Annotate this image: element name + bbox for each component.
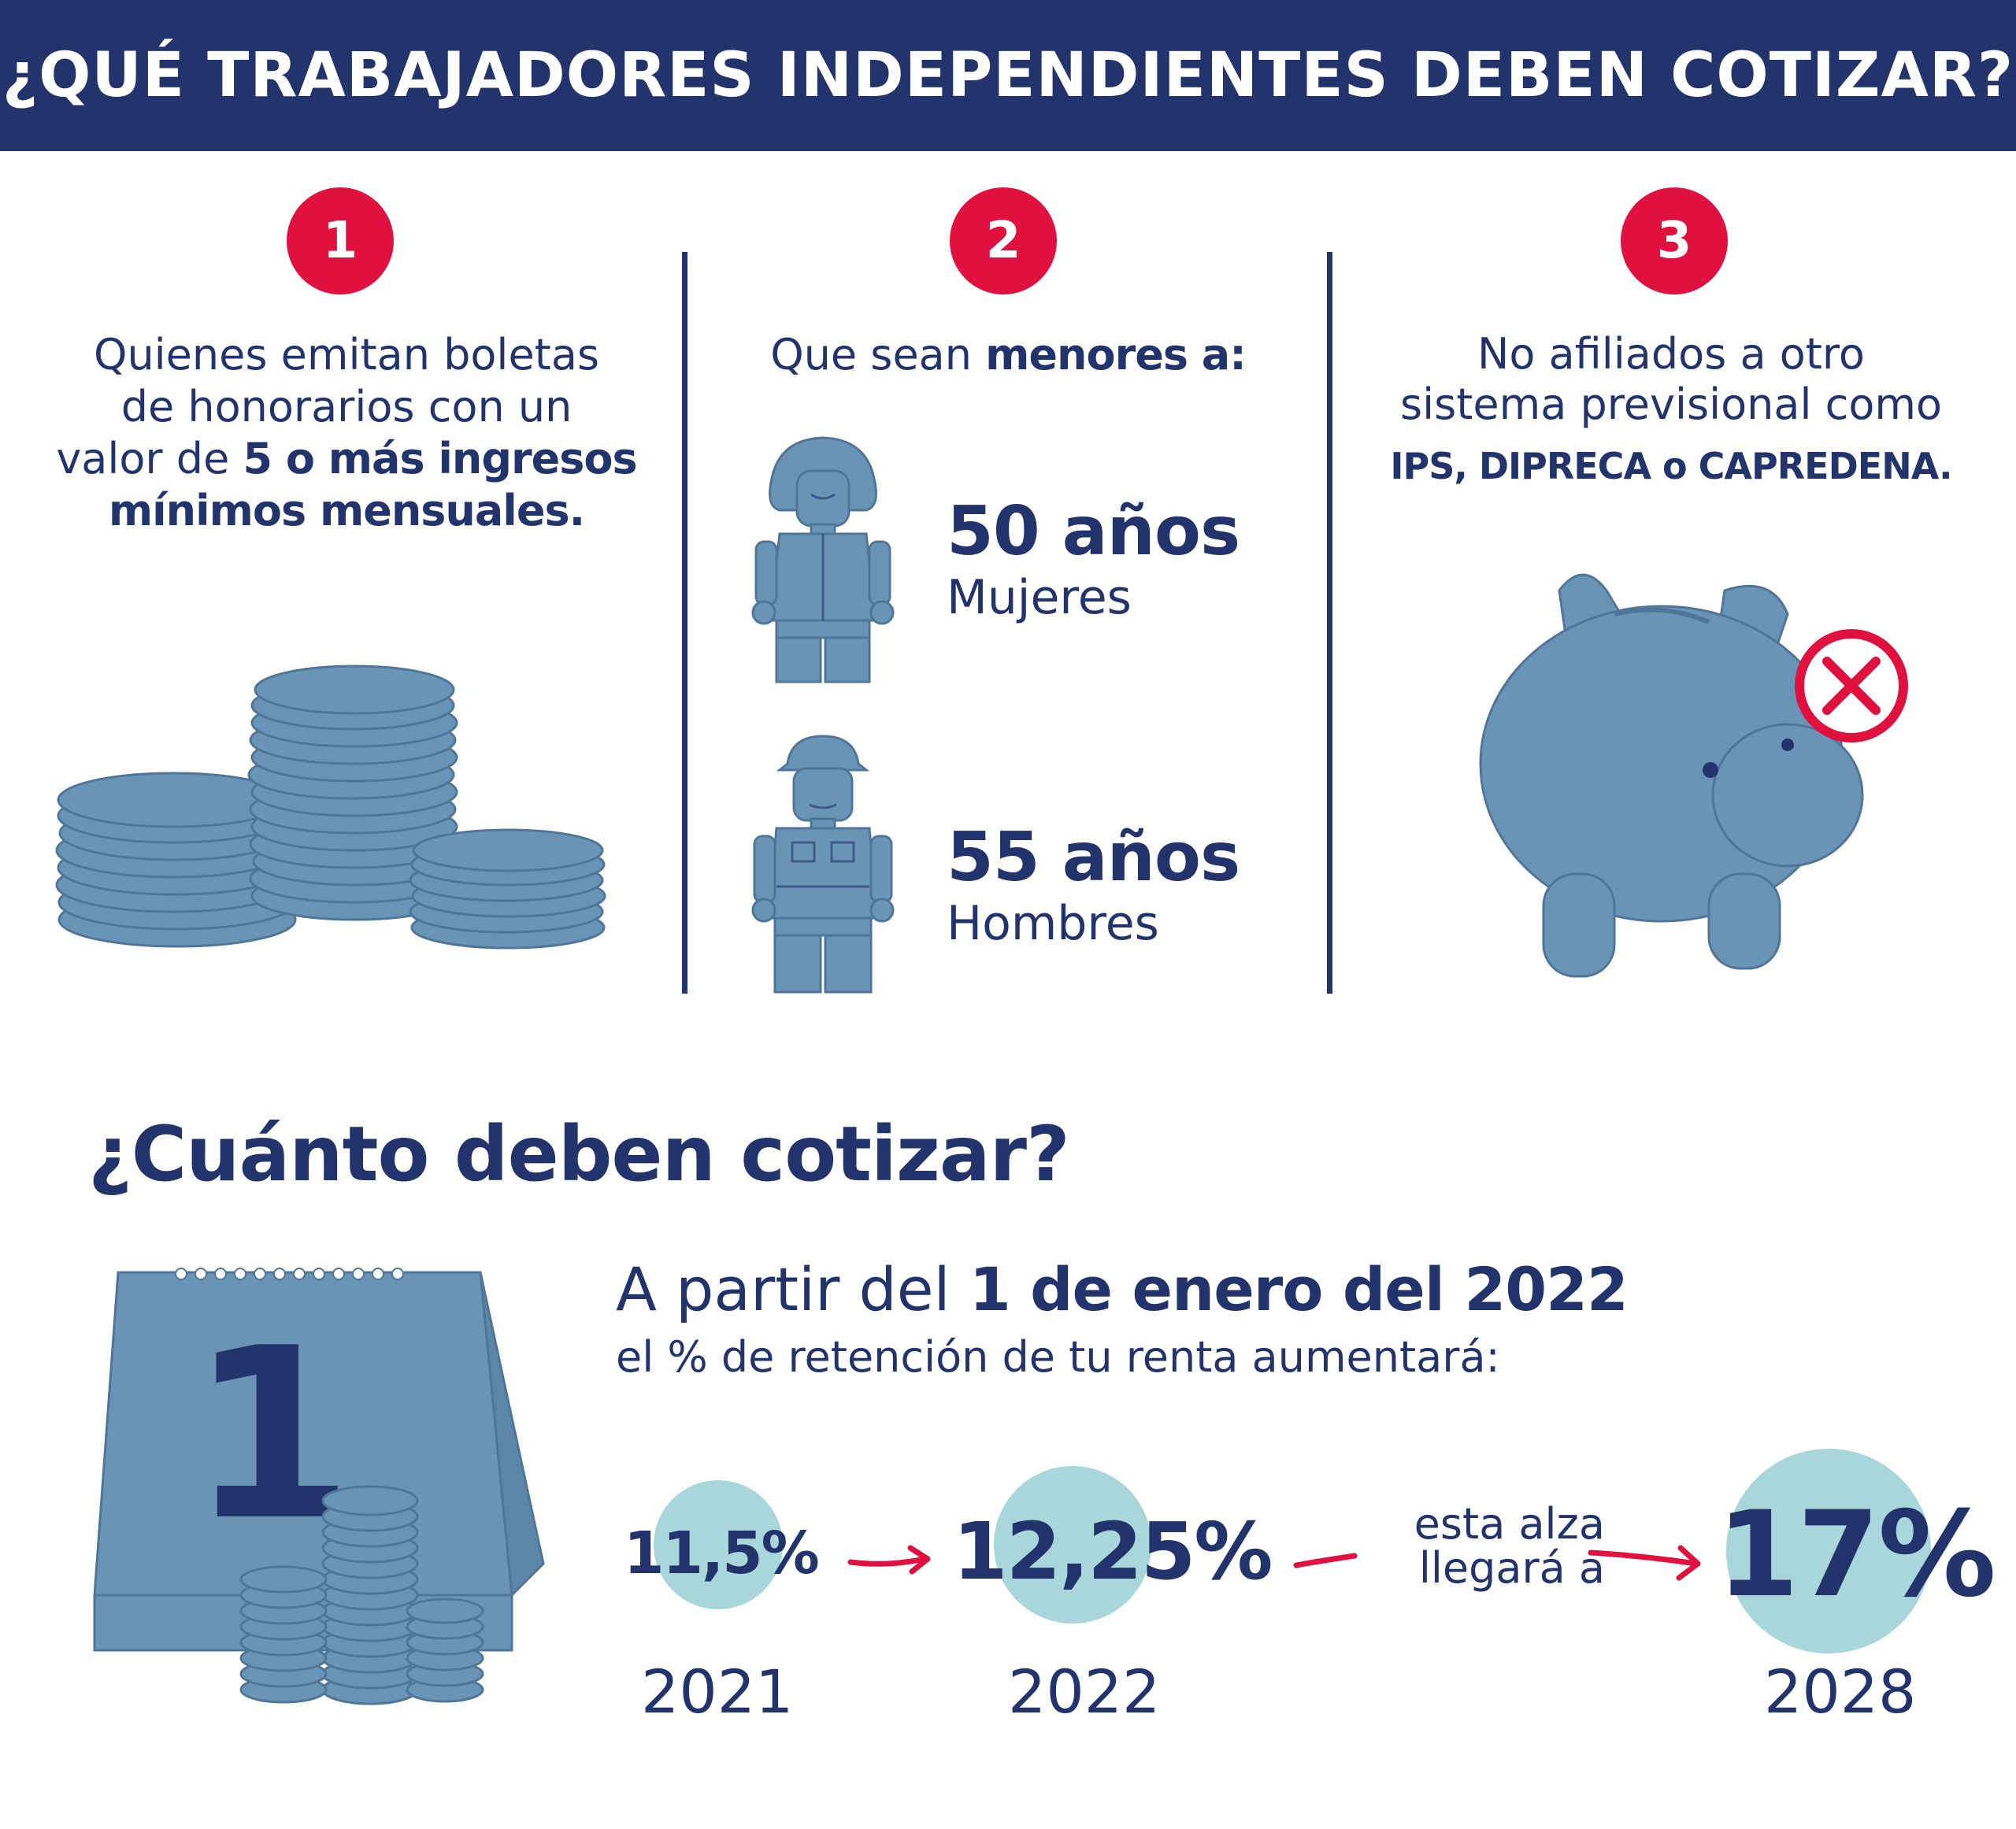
arrow-right-long-icon xyxy=(1588,1545,1701,1581)
column-1-line-3: valor de 5 o más ingresos xyxy=(32,433,662,485)
cross-mark-icon xyxy=(1795,629,1908,742)
year-2028: 2028 xyxy=(1764,1657,1917,1727)
column-3-line-2: sistema previsional como xyxy=(1399,379,1943,429)
column-3-line-1: No afiliados a otro xyxy=(1477,329,1865,379)
column-2-prefix: Que sean xyxy=(770,330,986,379)
column-2-bold: menores a: xyxy=(985,330,1247,379)
column-3-bold: IPS, DIPRECA o CAPREDENA. xyxy=(1390,445,1952,487)
increase-note-line-1: esta alza xyxy=(1414,1499,1605,1549)
increase-note: esta alza llegará a xyxy=(1369,1502,1605,1590)
column-1-bold-2: mínimos mensuales. xyxy=(108,486,585,535)
rate-2028-circle xyxy=(1726,1449,1931,1653)
column-3-text: No afiliados a otro sistema previsional … xyxy=(1348,329,1994,491)
age-women-value: 50 años xyxy=(947,492,1240,571)
coin-stacks-icon xyxy=(55,665,606,950)
badge-number-2: 2 xyxy=(950,187,1057,294)
intro-line-2: el % de retención de tu renta aumentará: xyxy=(616,1332,1500,1382)
intro-bold-date: 1 de enero del 2022 xyxy=(969,1254,1629,1324)
rate-2022-circle xyxy=(994,1466,1151,1624)
intro-prefix: A partir del xyxy=(616,1254,969,1324)
column-1-line-4: mínimos mensuales. xyxy=(32,485,662,537)
column-1-line-2: de honorarios con un xyxy=(120,382,573,431)
piggy-bank-crossed-icon xyxy=(1479,573,1864,978)
calendar-coins-icon: 1 xyxy=(93,1268,545,1705)
column-1-line-1: Quienes emitan boletas xyxy=(93,330,600,379)
badge-number-3: 3 xyxy=(1621,187,1728,294)
badge-number-1: 1 xyxy=(287,187,394,294)
header-banner: ¿QUÉ TRABAJADORES INDEPENDIENTES DEBEN C… xyxy=(0,0,2016,151)
year-2021: 2021 xyxy=(641,1657,794,1727)
dash-mark-icon xyxy=(1293,1553,1358,1568)
section-title: ¿Cuánto deben cotizar? xyxy=(88,1110,1070,1198)
column-2-line-1: Que sean menores a: xyxy=(701,329,1315,381)
column-2-text: Que sean menores a: xyxy=(701,329,1315,381)
rate-2028-value: 17% xyxy=(1717,1487,1996,1624)
rate-2021-value: 11,5% xyxy=(624,1520,820,1587)
column-divider-left xyxy=(682,252,687,994)
rate-2022-value: 12,25% xyxy=(953,1505,1273,1598)
column-1-prefix: valor de xyxy=(56,434,243,483)
age-men-label: Hombres xyxy=(947,896,1159,951)
arrow-right-icon xyxy=(847,1545,931,1575)
rate-2021-circle xyxy=(654,1480,783,1609)
year-2022: 2022 xyxy=(1008,1657,1161,1727)
increase-note-line-2: llegará a xyxy=(1418,1543,1605,1593)
age-men-value: 55 años xyxy=(947,818,1240,897)
age-women-label: Mujeres xyxy=(947,570,1132,625)
intro-line-1: A partir del 1 de enero del 2022 xyxy=(616,1252,1629,1327)
page-title: ¿QUÉ TRABAJADORES INDEPENDIENTES DEBEN C… xyxy=(2,40,2014,111)
column-divider-right xyxy=(1327,252,1332,994)
column-1-text: Quienes emitan boletas de honorarios con… xyxy=(32,329,662,537)
column-1-bold-1: 5 o más ingresos xyxy=(243,434,637,483)
woman-figure-icon xyxy=(751,436,895,683)
man-worker-figure-icon xyxy=(751,735,895,994)
